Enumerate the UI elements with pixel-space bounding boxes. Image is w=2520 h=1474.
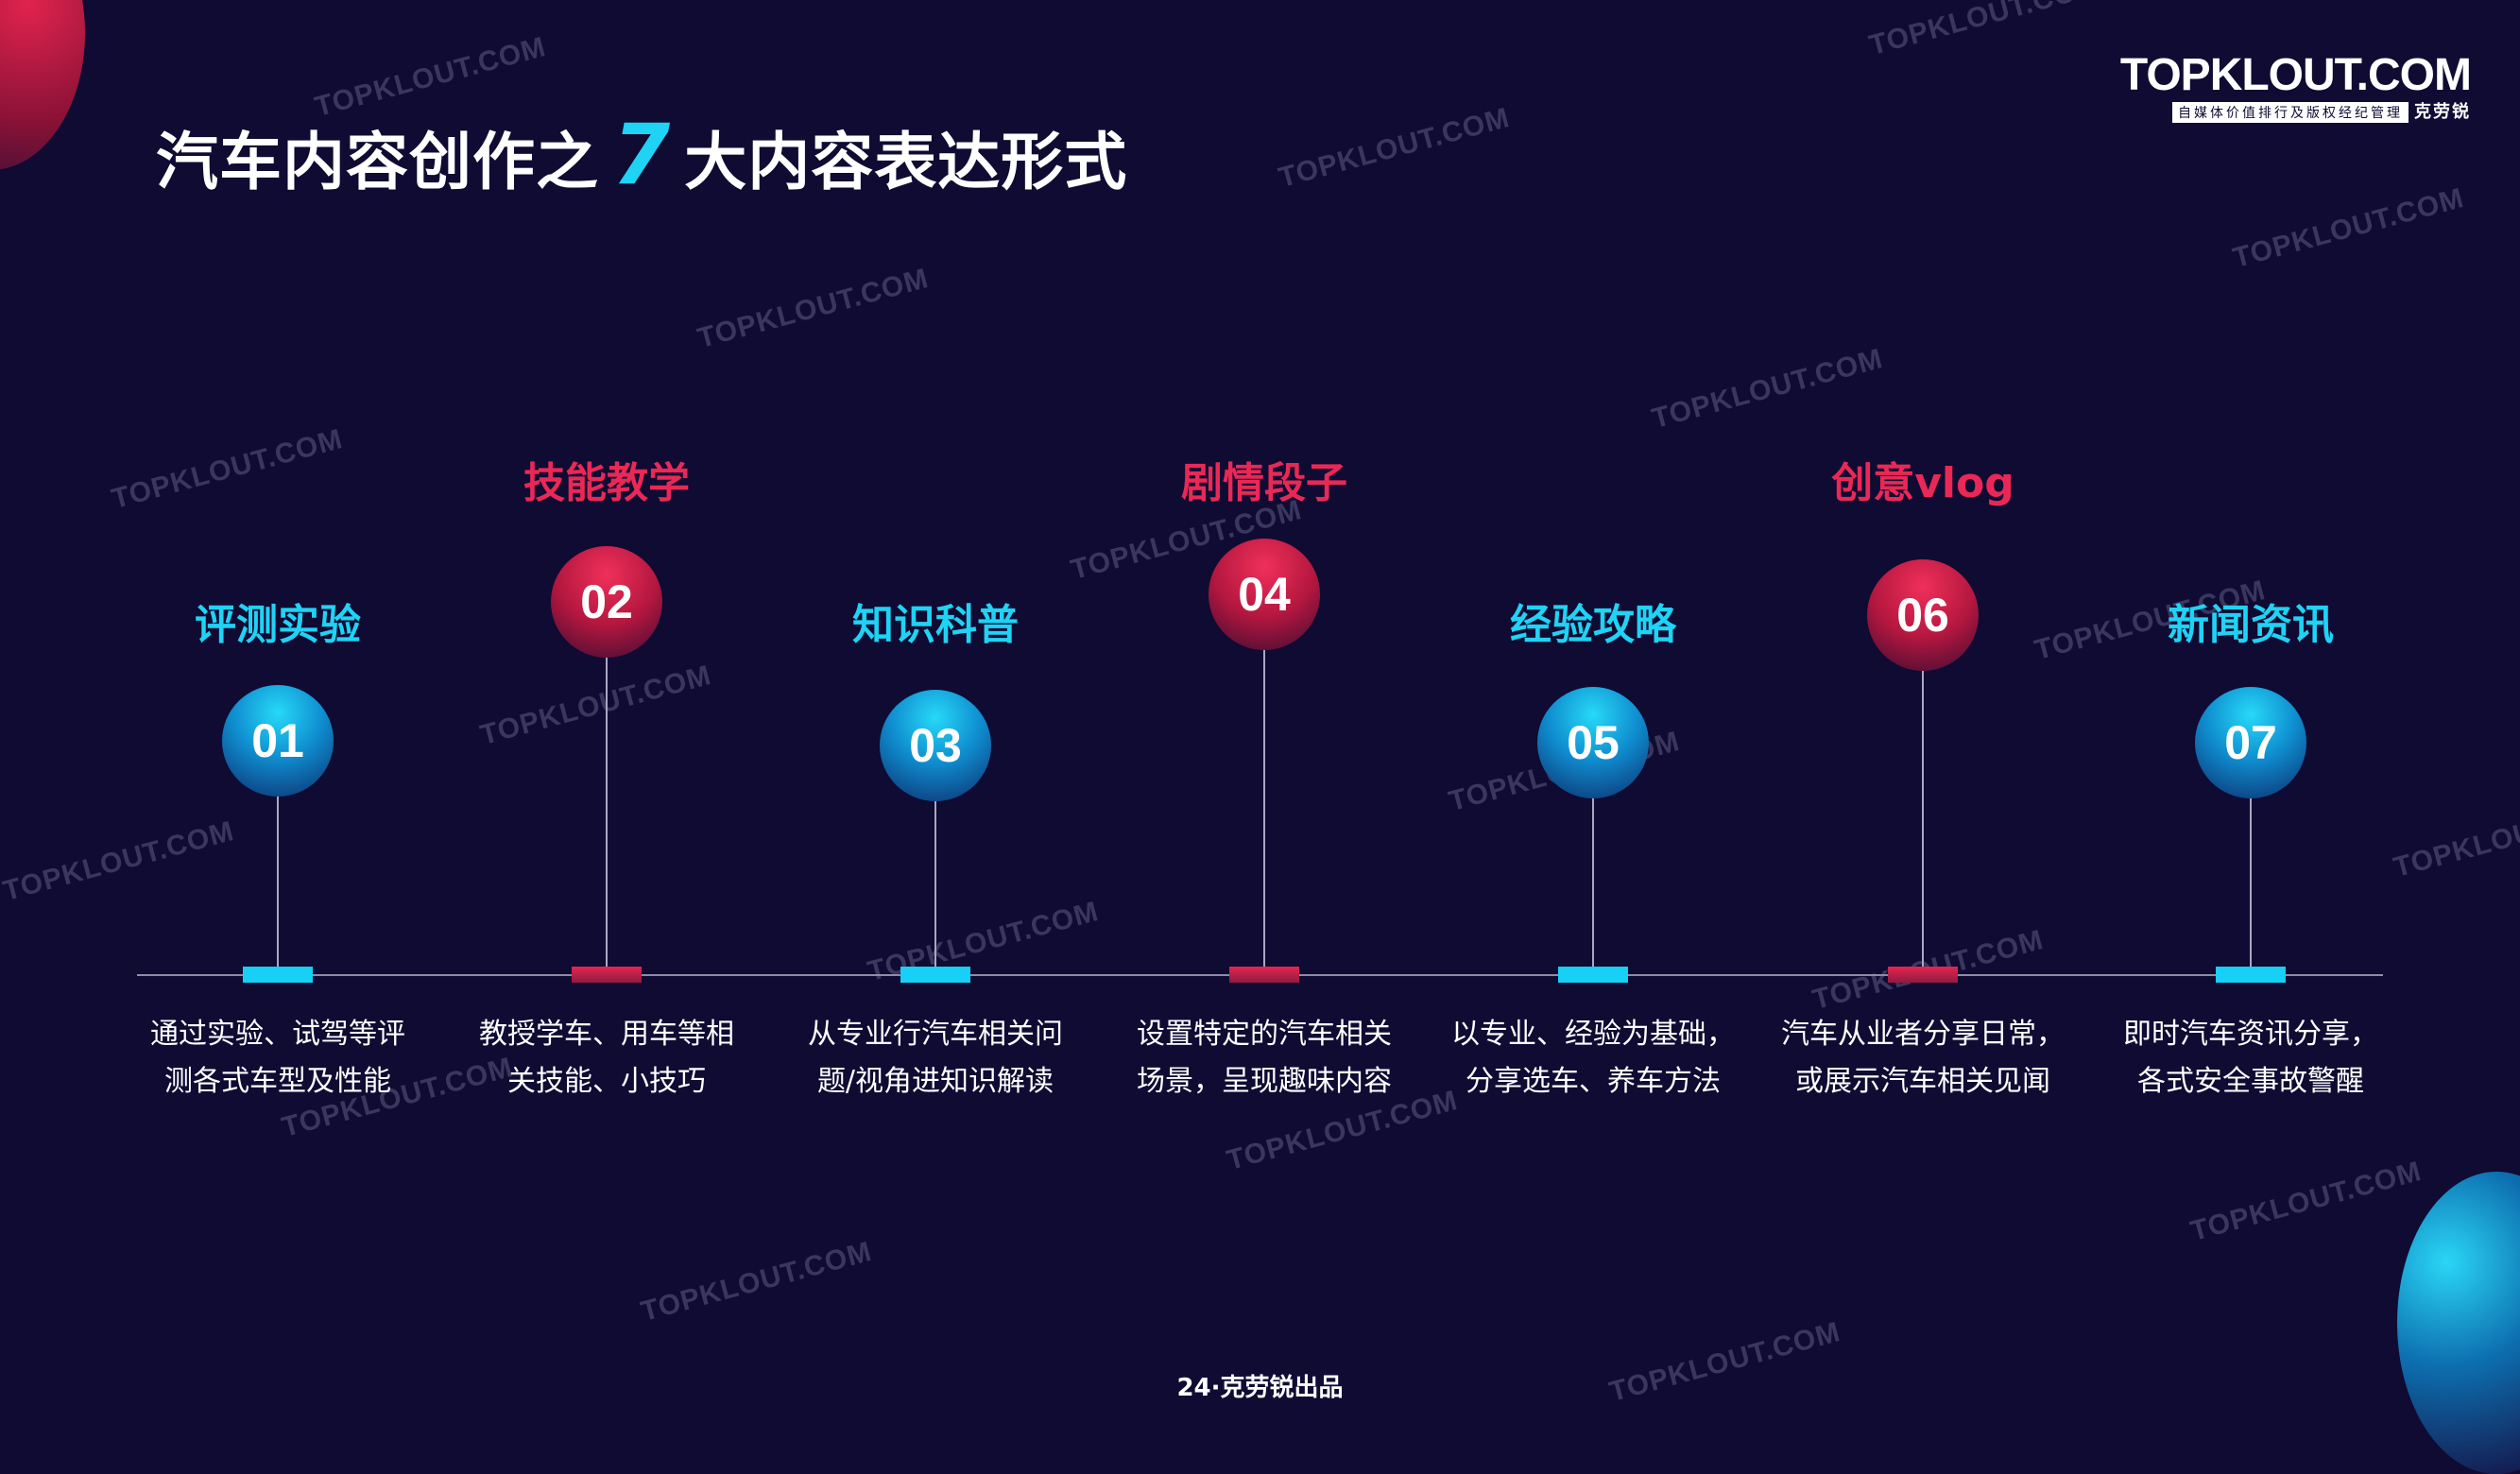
watermark: TOPKLOUT.COM — [694, 263, 933, 354]
timeline-marker — [1229, 967, 1299, 983]
timeline-stem — [1263, 594, 1265, 974]
step-description-line: 或展示汽车相关见闻 — [1795, 1065, 2050, 1098]
watermark: TOPKLOUT.COM — [1275, 102, 1514, 194]
step-description-line: 以专业、经验为基础， — [1451, 1018, 1735, 1051]
step-description-line: 分享选车、养车方法 — [1466, 1065, 1721, 1098]
page-title: 汽车内容创作之 7 大内容表达形式 — [156, 106, 1127, 203]
corner-decoration-blue — [2397, 1172, 2520, 1474]
step-label: 评测实验 — [195, 601, 361, 649]
footer-credit: 24·克劳锐出品 — [1176, 1374, 1344, 1402]
timeline-marker — [572, 967, 642, 983]
step-number-badge: 06 — [1867, 559, 1979, 671]
timeline-stem — [277, 741, 279, 974]
watermark: TOPKLOUT.COM — [1865, 0, 2104, 61]
step-description-line: 即时汽车资讯分享， — [2123, 1018, 2378, 1051]
step-description: 以专业、经验为基础， 分享选车、养车方法 — [1432, 1011, 1754, 1106]
timeline-stem — [1922, 615, 1924, 974]
step-description-line: 从专业行汽车相关问 — [808, 1018, 1063, 1051]
timeline-marker — [900, 967, 970, 983]
watermark: TOPKLOUT.COM — [108, 423, 347, 515]
step-label: 创意vlog — [1831, 459, 2014, 507]
step-number-badge: 02 — [551, 546, 662, 658]
step-label: 剧情段子 — [1181, 459, 1347, 507]
watermark: TOPKLOUT.COM — [476, 660, 715, 751]
step-description-line: 设置特定的汽车相关 — [1137, 1018, 1392, 1051]
step-number-badge: 05 — [1537, 687, 1649, 798]
step-label: 知识科普 — [852, 601, 1019, 649]
step-description: 从专业行汽车相关问 题/视角进知识解读 — [775, 1011, 1096, 1106]
watermark: TOPKLOUT.COM — [1648, 343, 1887, 435]
title-number: 7 — [612, 106, 672, 203]
brand-tagline: 自媒体价值排行及版权经纪管理 — [2172, 102, 2409, 123]
step-description: 通过实验、试驾等评 测各式车型及性能 — [117, 1011, 438, 1106]
watermark: TOPKLOUT.COM — [0, 815, 238, 907]
watermark: TOPKLOUT.COM — [2186, 1156, 2426, 1247]
step-description-line: 场景，呈现趣味内容 — [1137, 1065, 1392, 1098]
step-description-line: 关技能、小技巧 — [507, 1065, 706, 1098]
step-description: 教授学车、用车等相 关技能、小技巧 — [446, 1011, 767, 1106]
step-number-badge: 04 — [1209, 539, 1320, 650]
watermark: TOPKLOUT.COM — [2390, 792, 2520, 883]
step-description-line: 各式安全事故警醒 — [2137, 1065, 2364, 1098]
brand-cn-name: 克劳锐 — [2414, 102, 2471, 122]
step-description-line: 汽车从业者分享日常， — [1781, 1018, 2065, 1051]
brand-logo: TOPKLOUT.COM 自媒体价值排行及版权经纪管理 克劳锐 — [2119, 50, 2472, 123]
step-label: 经验攻略 — [1510, 601, 1676, 649]
title-prefix: 汽车内容创作之 — [156, 126, 599, 198]
step-description-line: 测各式车型及性能 — [164, 1065, 391, 1098]
step-number-badge: 03 — [880, 690, 991, 801]
timeline-marker — [1558, 967, 1628, 983]
timeline-stem — [934, 746, 936, 974]
timeline-stem — [2250, 743, 2252, 974]
step-number-badge: 01 — [222, 685, 334, 797]
step-description: 汽车从业者分享日常， 或展示汽车相关见闻 — [1762, 1011, 2083, 1106]
timeline-marker — [1888, 967, 1958, 983]
timeline-marker — [243, 967, 313, 983]
step-description: 即时汽车资讯分享， 各式安全事故警醒 — [2090, 1011, 2411, 1106]
step-description-line: 教授学车、用车等相 — [479, 1018, 734, 1051]
timeline-stem — [606, 602, 608, 974]
step-number-badge: 07 — [2195, 687, 2306, 798]
watermark: TOPKLOUT.COM — [637, 1236, 876, 1328]
step-description-line: 题/视角进知识解读 — [816, 1065, 1054, 1098]
step-description: 设置特定的汽车相关 场景，呈现趣味内容 — [1104, 1011, 1425, 1106]
brand-name: TOPKLOUT.COM — [2119, 50, 2472, 100]
step-label: 新闻资讯 — [2168, 601, 2334, 649]
corner-decoration-red — [0, 0, 85, 170]
timeline-marker — [2216, 967, 2286, 983]
watermark: TOPKLOUT.COM — [2229, 182, 2468, 274]
timeline-stem — [1592, 743, 1594, 974]
step-description-line: 通过实验、试驾等评 — [150, 1018, 405, 1051]
step-label: 技能教学 — [523, 459, 690, 507]
title-suffix: 大内容表达形式 — [684, 126, 1128, 198]
